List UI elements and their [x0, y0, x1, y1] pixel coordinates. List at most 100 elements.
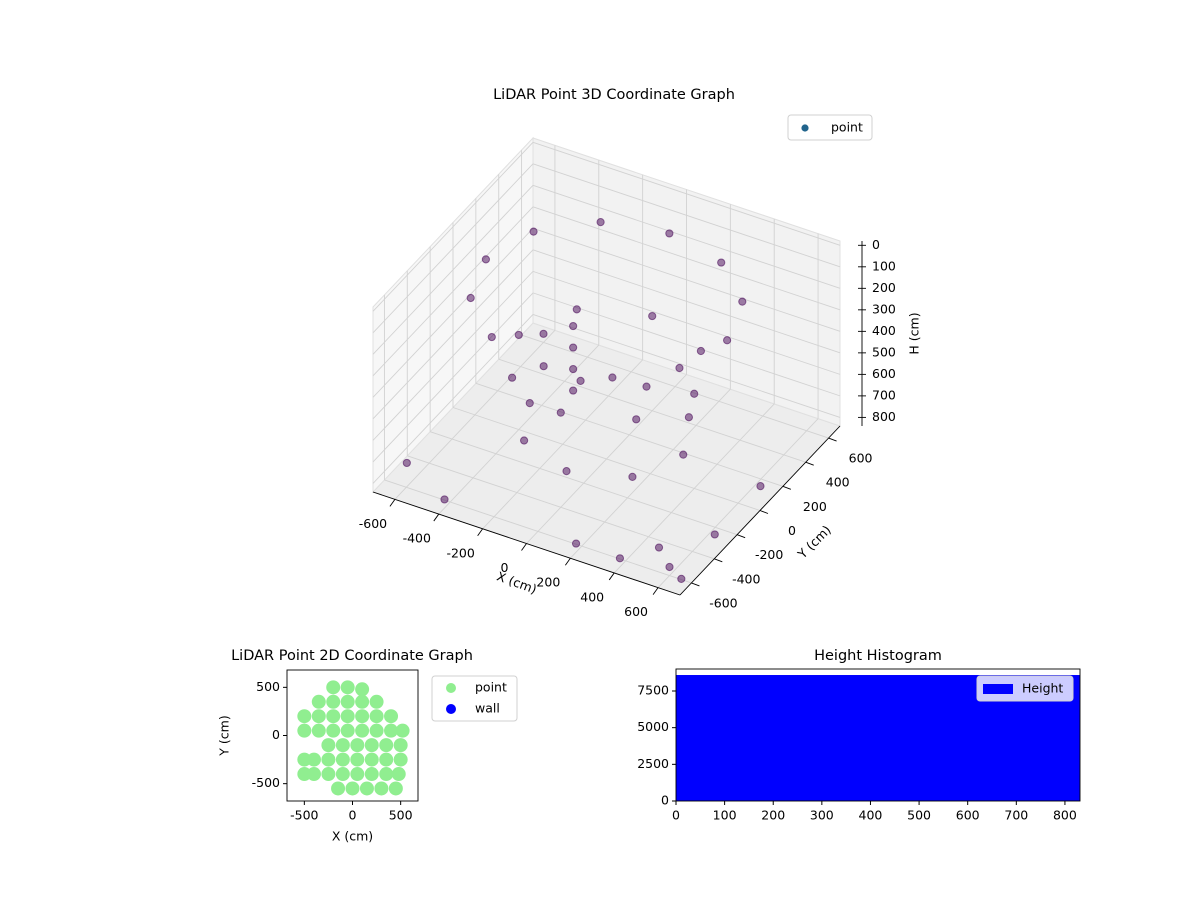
- x-tick: [608, 572, 615, 581]
- x-axis-label: X (cm): [495, 568, 539, 596]
- point: [297, 767, 312, 782]
- point: [615, 554, 625, 563]
- grid-line: [372, 228, 534, 398]
- point: [335, 752, 350, 767]
- point: [384, 709, 399, 724]
- point: [350, 767, 365, 782]
- y-tick-label: 0: [272, 727, 280, 742]
- y-tick-label: 0: [661, 793, 669, 808]
- grid-line: [532, 141, 841, 246]
- point: [379, 738, 394, 753]
- legend-marker: [446, 683, 456, 693]
- legend-box: [976, 675, 1074, 702]
- point: [350, 752, 365, 767]
- point: [340, 680, 355, 695]
- y-tick: [805, 461, 814, 466]
- point: [359, 781, 374, 796]
- y-tick-label: -600: [709, 595, 737, 610]
- point: [326, 694, 341, 709]
- point: [677, 574, 686, 583]
- x-tick-label: 400: [580, 589, 604, 604]
- z-tick-label: 500: [872, 344, 896, 359]
- point: [364, 738, 379, 753]
- y-tick: [714, 558, 723, 563]
- point: [355, 723, 370, 738]
- point: [321, 738, 336, 753]
- x-tick-label: 0: [349, 808, 357, 823]
- grid-line: [372, 141, 534, 312]
- chart-title: LiDAR Point 2D Coordinate Graph: [231, 648, 473, 664]
- grid-line: [452, 407, 761, 511]
- grid-line: [532, 292, 841, 397]
- x-tick-label: 800: [1053, 808, 1077, 823]
- point: [326, 680, 341, 695]
- axes-frame: [675, 668, 1081, 802]
- point: [608, 373, 617, 382]
- point: [525, 399, 534, 408]
- point: [514, 330, 523, 340]
- z-tick-label: 600: [872, 366, 896, 381]
- point: [632, 415, 641, 424]
- x-tick-label: 0: [501, 560, 509, 575]
- x-tick-label: 100: [713, 808, 737, 823]
- x-tick-label: 0: [672, 808, 680, 823]
- point: [628, 472, 637, 481]
- y-tick: [691, 582, 700, 587]
- z-tick-label: 100: [872, 258, 896, 273]
- points: [297, 680, 410, 796]
- point: [679, 450, 688, 459]
- y-tick: [759, 510, 769, 514]
- point: [379, 752, 394, 767]
- x-tick-label: 200: [761, 808, 785, 823]
- point: [355, 709, 370, 724]
- bar: [877, 675, 919, 801]
- point: [364, 767, 379, 782]
- point: [388, 781, 403, 796]
- point: [393, 752, 408, 767]
- point: [571, 539, 581, 548]
- point: [306, 767, 321, 782]
- points: [402, 218, 765, 583]
- y-tick-label: 600: [849, 451, 873, 466]
- point: [675, 363, 684, 373]
- y-tick-label: 0: [788, 523, 796, 538]
- x-tick: [652, 587, 659, 595]
- grid-line: [532, 184, 841, 289]
- point: [520, 436, 529, 445]
- x-tick-label: 700: [1004, 808, 1028, 823]
- point: [350, 738, 365, 753]
- grid-line: [372, 292, 534, 463]
- point: [569, 386, 578, 395]
- point: [569, 364, 578, 374]
- point: [723, 336, 732, 345]
- x-tick-label: -400: [403, 531, 431, 546]
- point: [345, 781, 360, 796]
- z-tick-label: 700: [872, 387, 896, 402]
- point: [440, 495, 449, 504]
- grid-line: [532, 206, 841, 311]
- z-tick-label: 800: [872, 409, 896, 424]
- grid-line: [532, 270, 841, 375]
- point: [326, 723, 341, 738]
- point: [379, 767, 394, 782]
- point: [717, 258, 726, 267]
- bar: [676, 675, 717, 801]
- y-axis-label: Y (cm): [794, 522, 834, 562]
- chart-title: Height Histogram: [814, 648, 942, 664]
- legend-patch: [983, 684, 1013, 694]
- point: [395, 723, 410, 738]
- bar: [716, 675, 758, 801]
- point: [355, 694, 370, 709]
- z-tick-label: 200: [872, 280, 896, 295]
- point: [481, 255, 490, 264]
- grid-line: [384, 479, 692, 584]
- z-tick-label: 300: [872, 301, 896, 316]
- y-tick: [828, 437, 837, 442]
- point: [374, 781, 389, 796]
- point: [355, 682, 370, 697]
- chart-title: LiDAR Point 3D Coordinate Graph: [493, 87, 735, 103]
- grid-line: [532, 313, 841, 418]
- x-tick-label: 600: [624, 604, 648, 619]
